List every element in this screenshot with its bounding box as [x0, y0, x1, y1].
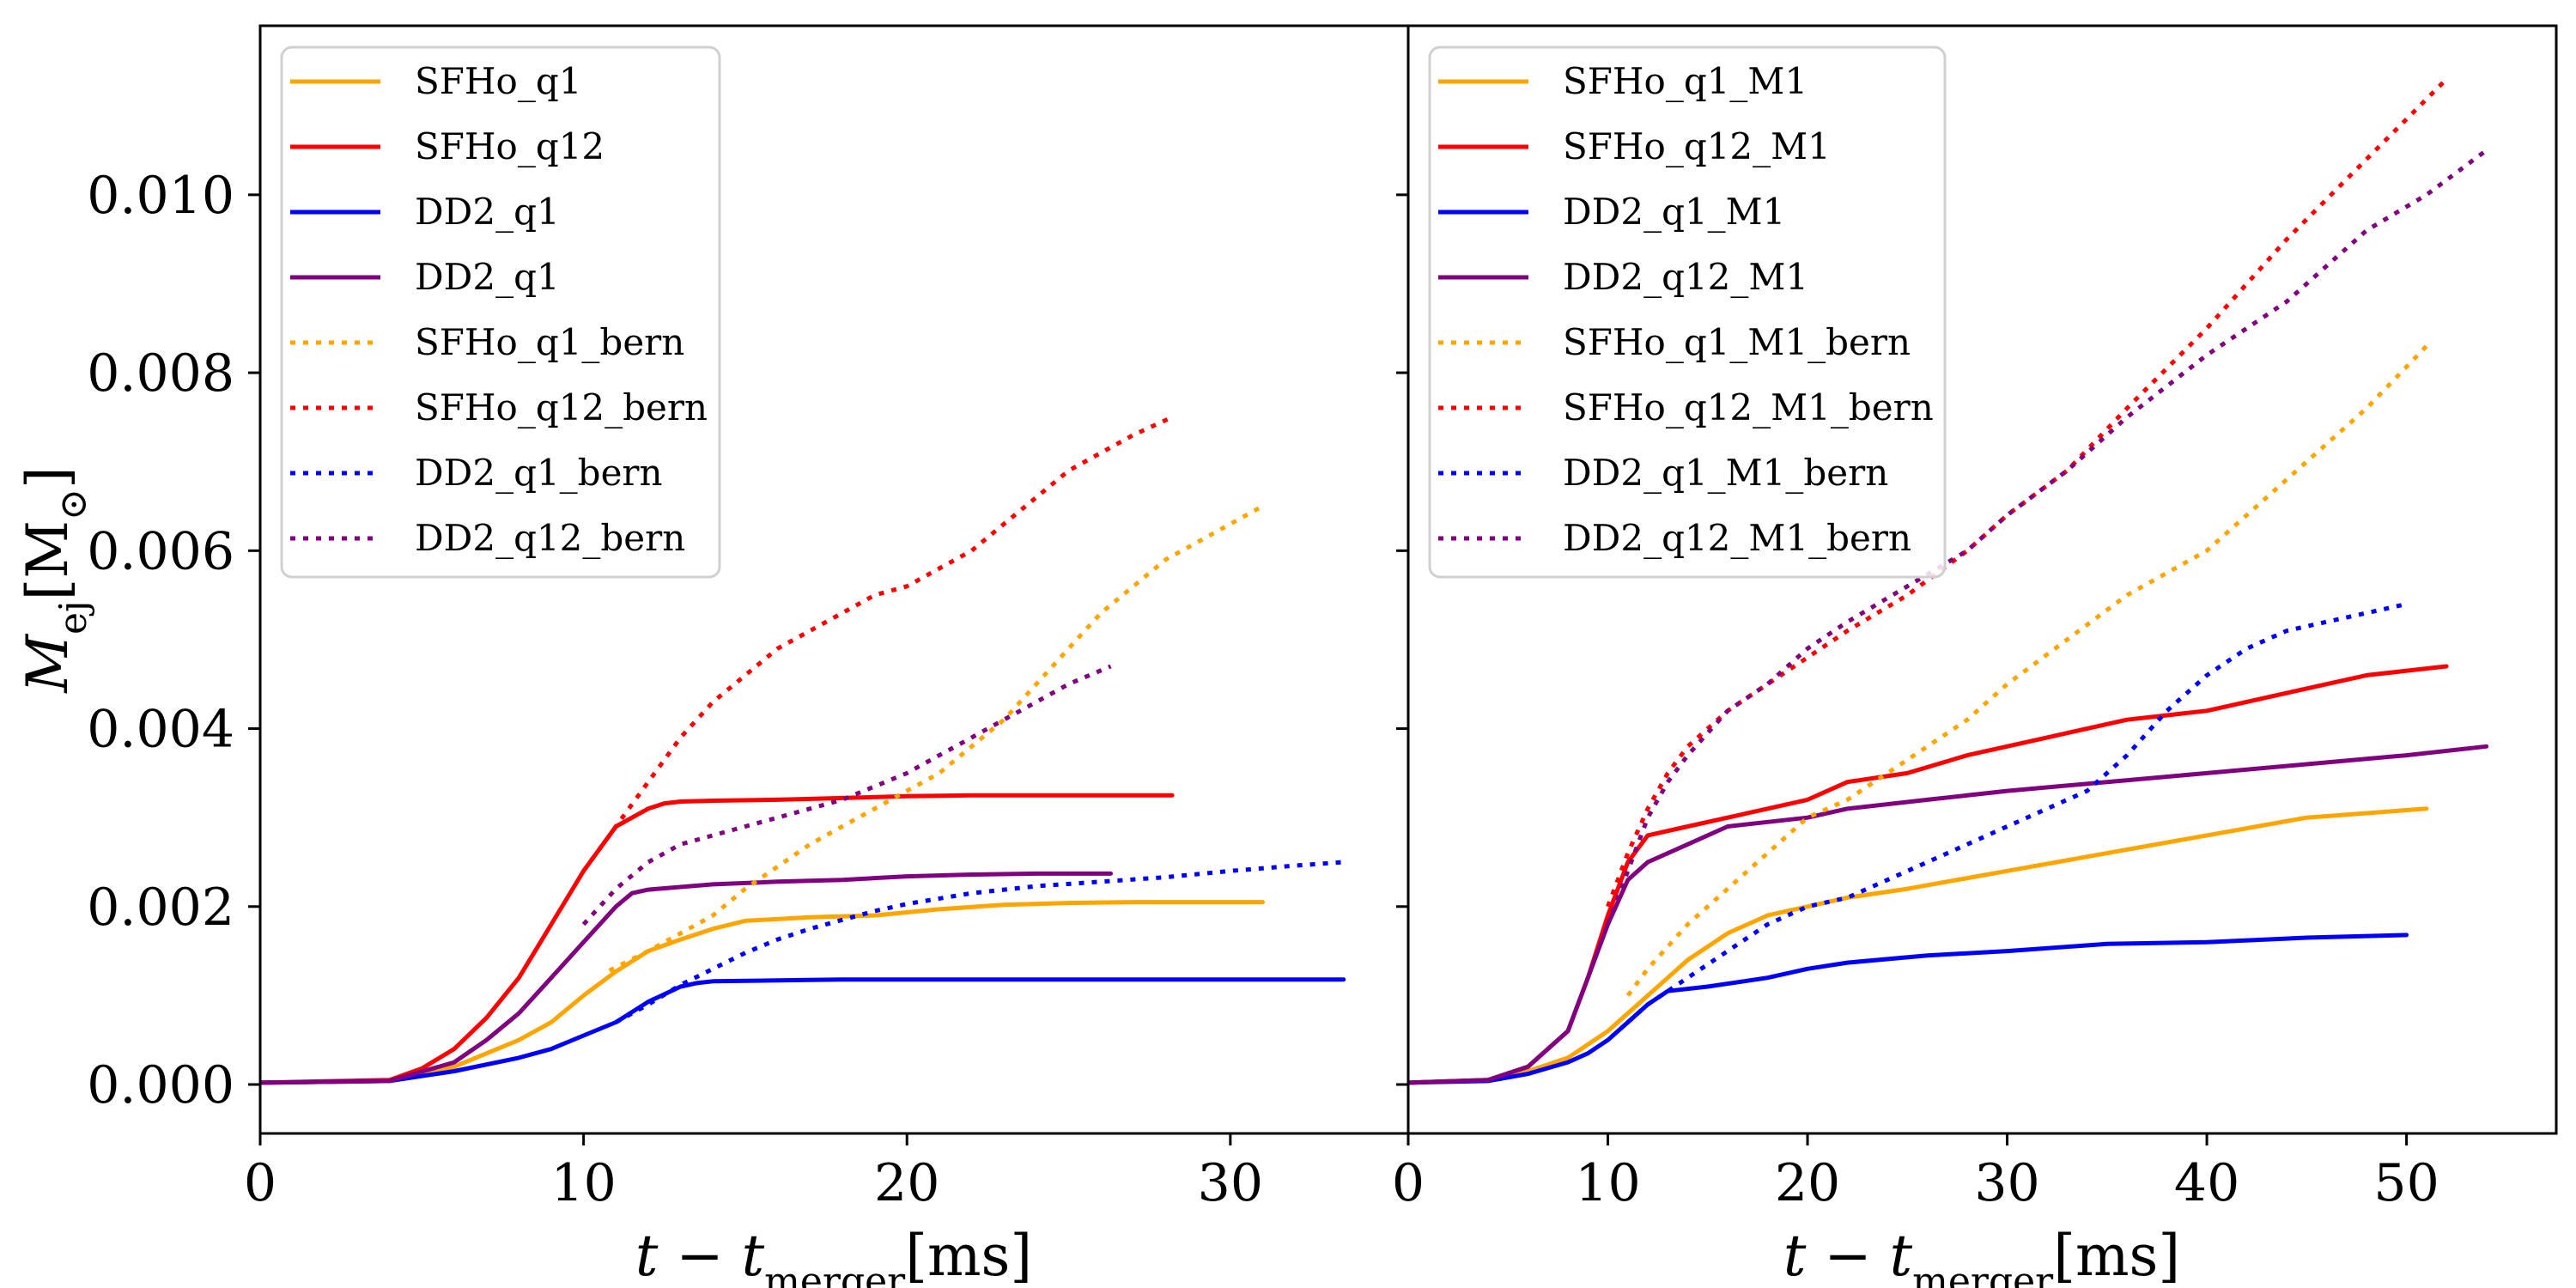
x-tick-label-right-4: 40	[2174, 1153, 2239, 1213]
left-legend: SFHo_q1 SFHo_q12 DD2_q1 DD2_q1 SFHo_q1_bern S…	[280, 46, 721, 579]
legend-label-right-4: SFHo_q1_M1_bern	[1563, 321, 1911, 363]
right-legend-entries: SFHo_q1_M1 SFHo_q12_M1 DD2_q1_M1 DD2_q12_M1…	[1438, 60, 1934, 559]
series-line-right-5	[1606, 77, 2448, 908]
left-panel: 0.000 0.002 0.004 0.006 0.008 0.010 0 10 20 30 t…	[15, 24, 1410, 1288]
series-line-left-1	[260, 793, 1175, 1085]
y-axis-label: Mej[M⊙]	[15, 466, 95, 693]
x-tick-label-right-5: 50	[2373, 1153, 2439, 1213]
legend-label-right-2: DD2_q1_M1	[1563, 191, 1785, 233]
legend-label-left-4: SFHo_q1_bern	[415, 321, 684, 363]
series-line-right-0	[1408, 806, 2429, 1085]
x-tick-label-left-1: 10	[550, 1153, 616, 1213]
series-line-right-2	[1408, 933, 2409, 1085]
series-line-left-4	[608, 504, 1264, 973]
legend-label-left-5: SFHo_q12_bern	[415, 386, 708, 428]
x-tick-label-right-1: 10	[1575, 1153, 1640, 1213]
left-x-tick-labels: 0 10 20 30	[244, 1153, 1263, 1213]
right-legend: SFHo_q1_M1 SFHo_q12_M1 DD2_q1_M1 DD2_q12_M1…	[1428, 46, 1947, 579]
series-line-right-3	[1408, 744, 2489, 1085]
left-legend-entries: SFHo_q1 SFHo_q12 DD2_q1 DD2_q1 SFHo_q1_bern S…	[290, 60, 708, 559]
x-tick-label-right-2: 20	[1775, 1153, 1840, 1213]
left-legend-box	[280, 46, 721, 579]
series-line-left-2	[260, 977, 1346, 1085]
series-line-right-6	[1626, 602, 2408, 1024]
legend-label-right-1: SFHo_q12_M1	[1563, 125, 1831, 167]
y-tick-label-4: 0.008	[87, 343, 234, 404]
legend-label-left-1: SFHo_q12	[415, 125, 605, 167]
legend-label-right-6: DD2_q1_M1_bern	[1563, 452, 1888, 494]
x-tick-label-left-3: 30	[1198, 1153, 1263, 1213]
legend-label-left-2: DD2_q1	[415, 191, 560, 233]
left-ticks	[248, 193, 1232, 1145]
right-panel: 0 10 20 30 40 50 t − tmerger[ms] SFHo_q1_M1SF…	[1392, 24, 2558, 1288]
right-x-tick-labels: 0 10 20 30 40 50	[1392, 1153, 2439, 1213]
legend-label-right-0: SFHo_q1_M1	[1563, 60, 1807, 102]
y-tick-label-1: 0.002	[87, 878, 234, 938]
right-series-lines	[1408, 77, 2489, 1085]
x-tick-label-left-2: 20	[874, 1153, 939, 1213]
right-ticks	[1396, 193, 2409, 1145]
series-line-left-0	[260, 900, 1265, 1085]
series-line-right-7	[1606, 149, 2488, 926]
legend-label-right-7: DD2_q12_M1_bern	[1563, 517, 1911, 559]
y-tick-label-2: 0.004	[87, 700, 234, 760]
series-line-left-3	[260, 871, 1113, 1085]
left-series-lines	[260, 415, 1346, 1085]
y-tick-label-0: 0.000	[87, 1055, 234, 1115]
x-tick-label-right-3: 30	[1974, 1153, 2039, 1213]
legend-label-right-3: DD2_q12_M1	[1563, 256, 1808, 298]
legend-label-left-0: SFHo_q1	[415, 60, 581, 102]
right-x-axis-label: t − tmerger[ms]	[1783, 1223, 2180, 1288]
y-tick-label-5: 0.010	[87, 166, 234, 226]
legend-label-right-5: SFHo_q12_M1_bern	[1563, 386, 1934, 428]
y-tick-label-3: 0.006	[87, 521, 234, 581]
x-tick-label-left-0: 0	[244, 1153, 276, 1213]
right-legend-box	[1428, 46, 1947, 579]
right-plot-area	[1408, 77, 2489, 1085]
left-x-axis-label: t − tmerger[ms]	[635, 1223, 1032, 1288]
legend-label-left-6: DD2_q1_bern	[415, 452, 663, 494]
legend-label-left-7: DD2_q12_bern	[415, 517, 685, 559]
legend-label-left-3: DD2_q1	[415, 256, 560, 298]
x-tick-label-right-0: 0	[1392, 1153, 1425, 1213]
left-y-tick-labels: 0.000 0.002 0.004 0.006 0.008 0.010	[87, 166, 234, 1115]
left-plot-area	[260, 415, 1346, 1085]
right-axes-frame	[1406, 24, 2558, 1135]
